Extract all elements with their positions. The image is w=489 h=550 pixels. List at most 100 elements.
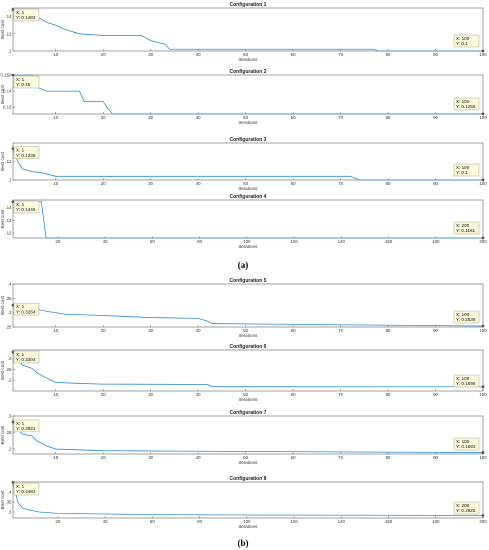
y-tick-label: .3 (8, 510, 12, 515)
x-tick-label: 140 (338, 519, 346, 524)
datatip-x-label: X: 1 (16, 148, 25, 153)
datatip-x-label: X: 100 (456, 165, 470, 170)
x-tick-label: 10 (53, 455, 58, 460)
datatip-y-label: Y: 0.1482 (16, 15, 36, 20)
datatip-y-label: Y: 0.1893 (456, 444, 476, 449)
x-tick-label: 90 (433, 115, 438, 120)
x-tick-label: 160 (385, 519, 393, 524)
x-tick-label: 30 (148, 455, 153, 460)
charts-container: Configuration 1 10 20 30 40 50 60 70 80 90 100 .1 .1… (0, 2, 487, 529)
datatip-x-label: X: 200 (456, 503, 470, 508)
x-tick-label: 100 (479, 392, 487, 397)
series-line (12, 148, 483, 181)
x-tick-label: 60 (291, 181, 296, 186)
x-tick-label: 20 (55, 239, 60, 244)
series-line (13, 201, 483, 239)
datatip-box (453, 437, 480, 451)
x-tick-label: 40 (196, 328, 201, 333)
chart-4: Configuration 4 20 40 60 80 100 120 140 160 180 20… (0, 194, 487, 249)
datatip-marker (11, 147, 15, 151)
x-tick-label: 80 (386, 455, 391, 460)
y-axis-label: Best cost (0, 151, 5, 171)
x-tick-label: 40 (103, 519, 108, 524)
chart-title: Configuration 4 (230, 194, 267, 200)
x-tick-label: 100 (243, 239, 251, 244)
x-tick-label: 80 (197, 239, 202, 244)
x-tick-label: 120 (290, 519, 298, 524)
x-axis-label: Iterations (239, 524, 259, 529)
datatip-y-label: Y: 0.2536 (456, 317, 476, 322)
y-tick-label: .12 (5, 159, 12, 164)
y-axis-label: Best cost (0, 209, 5, 229)
y-axis-label: Best cost (0, 84, 5, 104)
x-tick-label: 100 (243, 519, 251, 524)
x-tick-label: 100 (479, 328, 487, 333)
y-axis-label: Best cost (0, 295, 5, 315)
y-tick-label: .3 (8, 310, 12, 315)
y-tick-label: .3 (8, 414, 12, 419)
series-line (13, 304, 484, 327)
y-tick-label: .25 (5, 367, 12, 372)
x-axis-label: Iterations (239, 397, 259, 402)
datatip-x-label: X: 100 (456, 36, 470, 41)
datatip-marker (481, 514, 485, 517)
x-tick-label: 200 (479, 519, 487, 524)
x-tick-label: 40 (196, 392, 201, 397)
y-tick-label: .13 (5, 218, 12, 223)
datatip-y-label: Y: 0.1161 (456, 228, 476, 233)
series-line (12, 351, 484, 388)
x-tick-label: 50 (243, 328, 248, 333)
datatip-box (453, 97, 480, 111)
x-tick-label: 20 (101, 392, 106, 397)
datatip-box (453, 310, 480, 324)
x-axis-label: Iterations (239, 460, 259, 465)
datatip-y-label: Y: 0.1 (456, 41, 468, 46)
datatip-box (13, 482, 40, 496)
x-axis-label: Iterations (239, 57, 259, 62)
x-tick-label: 20 (101, 328, 106, 333)
x-tick-label: 90 (433, 392, 438, 397)
x-tick-label: 10 (53, 52, 58, 57)
datatip-x-label: X: 1 (16, 421, 25, 426)
x-tick-label: 10 (53, 392, 58, 397)
x-tick-label: 90 (433, 328, 438, 333)
x-tick-label: 40 (196, 52, 201, 57)
plot-area (12, 481, 484, 519)
plot-area (12, 199, 484, 239)
datatip-marker (11, 8, 15, 11)
datatip-marker (11, 73, 15, 77)
y-tick-label: .25 (5, 325, 12, 330)
datatip-marker (481, 451, 485, 454)
y-tick-label: .25 (5, 430, 12, 435)
x-tick-label: 80 (386, 181, 391, 186)
datatip-x-label: X: 200 (456, 223, 470, 228)
datatip-box (453, 221, 480, 235)
x-tick-label: 50 (243, 455, 248, 460)
plot-area (12, 283, 484, 328)
chart-5: Configuration 5 10 20 30 40 50 60 70 80 90 100 .25.… (0, 278, 487, 338)
x-tick-label: 70 (338, 328, 343, 333)
x-tick-label: 60 (291, 455, 296, 460)
datatip-box (453, 163, 480, 177)
x-axis-label: Iterations (239, 120, 259, 125)
chart-title: Configuration 3 (230, 137, 267, 143)
datatip-x-label: X: 1 (16, 484, 25, 489)
x-tick-label: 70 (338, 52, 343, 57)
x-tick-label: 30 (148, 328, 153, 333)
y-axis-label: Best cost (0, 360, 5, 380)
datatip-box (453, 34, 480, 48)
y-tick-label: .35 (5, 296, 12, 301)
datatip-y-label: Y: 0.15 (16, 82, 31, 87)
series-line (12, 421, 484, 453)
y-tick-label: .14 (5, 205, 12, 210)
y-tick-label: .2 (8, 447, 12, 452)
datatip-x-label: X: 1 (16, 304, 25, 309)
x-tick-label: 10 (53, 328, 58, 333)
chart-title: Configuration 2 (230, 69, 267, 75)
datatip-y-label: Y: 0.2825 (456, 508, 476, 513)
x-tick-label: 80 (386, 115, 391, 120)
y-tick-label: 0.14 (3, 89, 12, 94)
y-tick-label: .2 (8, 378, 12, 383)
x-tick-label: 60 (150, 239, 155, 244)
x-tick-label: 60 (291, 52, 296, 57)
